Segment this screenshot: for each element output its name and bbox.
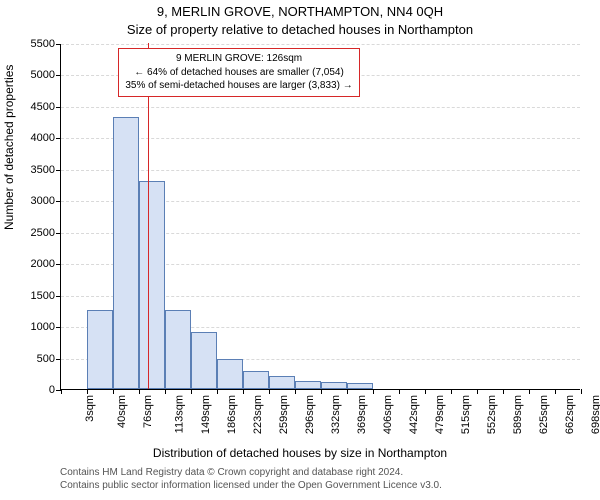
y-axis-label: Number of detached properties bbox=[2, 65, 16, 230]
x-tick-label: 442sqm bbox=[408, 395, 420, 434]
x-tick-label: 332sqm bbox=[330, 395, 342, 434]
x-tick-label: 113sqm bbox=[173, 395, 185, 433]
histogram-bar bbox=[217, 359, 243, 389]
annotation-line-2: ← 64% of detached houses are smaller (7,… bbox=[125, 66, 352, 80]
histogram-bar bbox=[347, 383, 373, 389]
chart-subtitle: Size of property relative to detached ho… bbox=[0, 22, 600, 37]
y-tick-label: 5500 bbox=[31, 38, 61, 50]
x-tick-mark bbox=[243, 389, 244, 394]
x-tick-mark bbox=[503, 389, 504, 394]
x-tick-label: 3sqm bbox=[84, 395, 96, 422]
page-title: 9, MERLIN GROVE, NORTHAMPTON, NN4 0QH bbox=[0, 4, 600, 19]
x-tick-label: 76sqm bbox=[142, 395, 154, 428]
x-tick-mark bbox=[451, 389, 452, 394]
y-tick-label: 4500 bbox=[31, 101, 61, 113]
x-tick-mark bbox=[529, 389, 530, 394]
x-tick-mark bbox=[399, 389, 400, 394]
histogram-bar bbox=[321, 382, 347, 389]
histogram-bar bbox=[269, 376, 295, 389]
y-tick-label: 500 bbox=[37, 353, 61, 365]
histogram-bar bbox=[243, 371, 269, 389]
x-tick-label: 40sqm bbox=[116, 395, 128, 428]
y-tick-label: 1000 bbox=[31, 321, 61, 333]
y-tick-label: 3500 bbox=[31, 164, 61, 176]
x-tick-mark bbox=[191, 389, 192, 394]
x-tick-label: 259sqm bbox=[278, 395, 290, 434]
y-tick-label: 0 bbox=[49, 384, 61, 396]
x-tick-mark bbox=[295, 389, 296, 394]
x-tick-label: 552sqm bbox=[486, 395, 498, 434]
annotation-line-1: 9 MERLIN GROVE: 126sqm bbox=[125, 52, 352, 66]
y-tick-label: 2500 bbox=[31, 227, 61, 239]
histogram-bar bbox=[191, 332, 217, 389]
annotation-line-3: 35% of semi-detached houses are larger (… bbox=[125, 79, 352, 93]
histogram-bar bbox=[139, 181, 165, 389]
x-tick-mark bbox=[217, 389, 218, 394]
marker-annotation: 9 MERLIN GROVE: 126sqm ← 64% of detached… bbox=[118, 48, 359, 97]
x-tick-label: 589sqm bbox=[512, 395, 524, 434]
x-tick-mark bbox=[139, 389, 140, 394]
x-tick-mark bbox=[555, 389, 556, 394]
grid-line bbox=[61, 107, 580, 108]
x-tick-mark bbox=[113, 389, 114, 394]
x-tick-mark bbox=[425, 389, 426, 394]
x-tick-label: 149sqm bbox=[200, 395, 212, 434]
x-tick-label: 515sqm bbox=[460, 395, 472, 434]
histogram-bar bbox=[295, 381, 321, 389]
x-tick-mark bbox=[269, 389, 270, 394]
x-tick-label: 662sqm bbox=[564, 395, 576, 434]
x-tick-mark bbox=[477, 389, 478, 394]
x-tick-label: 625sqm bbox=[538, 395, 550, 434]
x-tick-label: 698sqm bbox=[590, 395, 600, 434]
x-tick-mark bbox=[373, 389, 374, 394]
x-tick-mark bbox=[165, 389, 166, 394]
x-tick-label: 369sqm bbox=[356, 395, 368, 434]
x-tick-mark bbox=[581, 389, 582, 394]
x-tick-label: 223sqm bbox=[252, 395, 264, 434]
x-tick-label: 406sqm bbox=[382, 395, 394, 434]
x-tick-label: 479sqm bbox=[434, 395, 446, 434]
x-axis-label: Distribution of detached houses by size … bbox=[0, 446, 600, 460]
y-tick-label: 4000 bbox=[31, 132, 61, 144]
histogram-bar bbox=[87, 310, 113, 389]
grid-line bbox=[61, 44, 580, 45]
x-tick-mark bbox=[61, 389, 62, 394]
x-tick-label: 296sqm bbox=[304, 395, 316, 434]
chart-container: 9, MERLIN GROVE, NORTHAMPTON, NN4 0QH Si… bbox=[0, 0, 600, 500]
y-tick-label: 2000 bbox=[31, 258, 61, 270]
x-tick-label: 186sqm bbox=[226, 395, 238, 434]
y-tick-label: 5000 bbox=[31, 69, 61, 81]
attribution-line-2: Contains public sector information licen… bbox=[60, 479, 442, 492]
histogram-bar bbox=[165, 310, 191, 389]
attribution-line-1: Contains HM Land Registry data © Crown c… bbox=[60, 466, 442, 479]
x-tick-mark bbox=[321, 389, 322, 394]
y-tick-label: 3000 bbox=[31, 195, 61, 207]
attribution-text: Contains HM Land Registry data © Crown c… bbox=[60, 466, 442, 492]
plot-area: 9 MERLIN GROVE: 126sqm ← 64% of detached… bbox=[60, 44, 580, 390]
x-tick-mark bbox=[87, 389, 88, 394]
x-tick-mark bbox=[347, 389, 348, 394]
histogram-bar bbox=[113, 117, 139, 389]
y-tick-label: 1500 bbox=[31, 290, 61, 302]
